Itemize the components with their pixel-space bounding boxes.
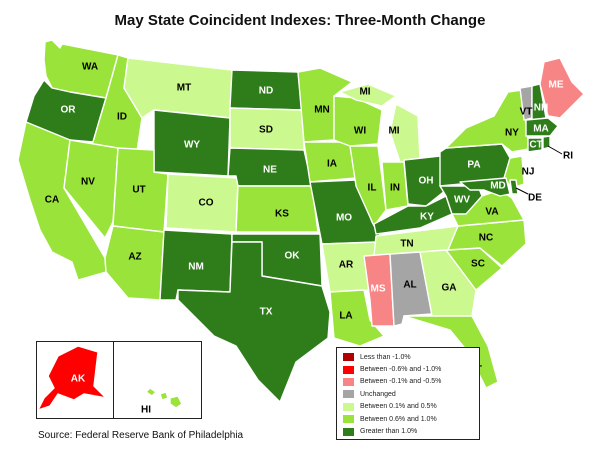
inset-frame xyxy=(36,341,202,419)
leader-lines xyxy=(515,145,563,195)
legend-item: Greater than 1.0% xyxy=(343,425,479,437)
state-az[interactable] xyxy=(104,225,165,301)
label-in: IN xyxy=(390,183,400,194)
label-mn: MN xyxy=(314,105,330,116)
legend-label: Between 0.1% and 0.5% xyxy=(360,403,437,411)
label-ok: OK xyxy=(285,251,301,262)
legend-item: Between 0.1% and 0.5% xyxy=(343,401,479,413)
label-ks: KS xyxy=(275,209,289,220)
label-sd: SD xyxy=(259,125,273,136)
label-co: CO xyxy=(199,198,214,209)
state-ks[interactable] xyxy=(235,185,319,233)
legend-swatch xyxy=(343,365,354,374)
legend-item: Less than -1.0% xyxy=(343,351,479,363)
label-il: IL xyxy=(368,183,377,194)
label-ar: AR xyxy=(339,260,354,271)
label-ut: UT xyxy=(132,185,145,196)
label-nd: ND xyxy=(259,86,273,97)
legend: Less than -1.0% Between -0.6% and -1.0% Be… xyxy=(336,347,480,440)
state-ms[interactable] xyxy=(363,253,395,327)
label-de: DE xyxy=(528,193,542,204)
legend-swatch xyxy=(343,402,354,411)
label-or: OR xyxy=(61,105,77,116)
legend-swatch xyxy=(343,415,354,424)
label-tx: TX xyxy=(260,307,273,318)
label-nv: NV xyxy=(81,177,95,188)
label-nj: NJ xyxy=(522,167,535,178)
legend-label: Between -0.1% and -0.5% xyxy=(360,378,442,386)
label-me: ME xyxy=(549,80,564,91)
label-va: VA xyxy=(485,207,498,218)
legend-label: Less than -1.0% xyxy=(360,353,411,361)
state-nj[interactable] xyxy=(503,155,525,189)
label-wi: WI xyxy=(354,126,366,137)
legend-label: Between 0.6% and 1.0% xyxy=(360,415,437,423)
state-md[interactable] xyxy=(459,177,511,197)
label-ne: NE xyxy=(263,165,277,176)
state-mi[interactable] xyxy=(339,83,397,107)
label-ri: RI xyxy=(563,151,573,162)
state-hi[interactable] xyxy=(145,387,183,409)
state-oh[interactable] xyxy=(403,155,447,207)
label-ia: IA xyxy=(327,159,337,170)
state-de[interactable] xyxy=(509,179,519,195)
label-mi2: MI xyxy=(359,87,370,98)
label-id: ID xyxy=(117,112,127,123)
label-ga: GA xyxy=(442,283,457,294)
state-il[interactable] xyxy=(349,145,387,227)
state-ct[interactable] xyxy=(527,137,543,153)
label-hi: HI xyxy=(141,405,151,416)
state-nv[interactable] xyxy=(63,139,119,239)
label-ms: MS xyxy=(371,284,386,295)
label-ma: MA xyxy=(533,124,549,135)
label-wy: WY xyxy=(184,140,200,151)
label-vt: VT xyxy=(520,107,533,118)
label-la: LA xyxy=(339,311,352,322)
label-nh: NH xyxy=(534,103,548,114)
label-tn: TN xyxy=(400,239,413,250)
legend-label: Greater than 1.0% xyxy=(360,428,418,436)
label-mi: MI xyxy=(388,126,399,137)
label-al: AL xyxy=(403,280,416,291)
legend-swatch xyxy=(343,377,354,386)
label-oh: OH xyxy=(419,176,434,187)
label-ny: NY xyxy=(505,128,519,139)
label-wv: WV xyxy=(454,195,470,206)
label-pa: PA xyxy=(467,160,480,171)
state-ma[interactable] xyxy=(525,117,559,137)
label-az: AZ xyxy=(128,252,141,263)
label-mt: MT xyxy=(177,83,191,94)
state-fl[interactable] xyxy=(403,315,499,389)
state-me[interactable] xyxy=(539,57,585,119)
legend-item: Between -0.6% and -1.0% xyxy=(343,363,479,375)
label-md: MD xyxy=(490,181,506,192)
state-ga[interactable] xyxy=(419,249,477,317)
legend-swatch xyxy=(343,353,354,362)
label-ak: AK xyxy=(71,374,86,385)
label-wa: WA xyxy=(82,62,98,73)
state-ak[interactable] xyxy=(37,345,107,411)
state-la[interactable] xyxy=(329,289,385,347)
legend-swatch xyxy=(343,427,354,436)
label-mo: MO xyxy=(336,213,352,224)
legend-swatch xyxy=(343,390,354,399)
label-ky: KY xyxy=(420,212,434,223)
inset-divider xyxy=(113,341,114,419)
legend-label: Unchanged xyxy=(360,390,396,398)
legend-label: Between -0.6% and -1.0% xyxy=(360,366,442,374)
legend-item: Between -0.1% and -0.5% xyxy=(343,376,479,388)
label-ca: CA xyxy=(45,195,59,206)
label-ct: CT xyxy=(529,140,542,151)
source-note: Source: Federal Reserve Bank of Philadel… xyxy=(38,430,244,441)
state-tx[interactable] xyxy=(177,241,331,403)
label-nc: NC xyxy=(479,233,493,244)
map-title: May State Coincident Indexes: Three-Mont… xyxy=(114,12,486,29)
label-nm: NM xyxy=(188,262,204,273)
legend-item: Between 0.6% and 1.0% xyxy=(343,413,479,425)
label-sc: SC xyxy=(471,259,485,270)
legend-item: Unchanged xyxy=(343,388,479,400)
state-wv[interactable] xyxy=(439,185,483,215)
state-labels: WA OR CA ID NV MT WY UT CO AZ NM ND SD NE KS OK TX MN IA MO… xyxy=(45,62,573,416)
